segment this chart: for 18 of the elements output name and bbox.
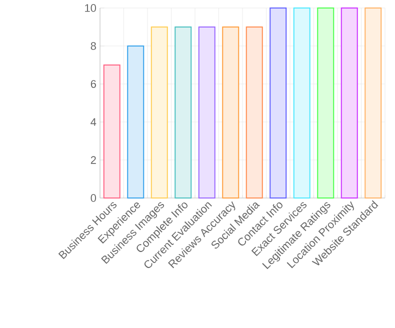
bar [317, 7, 334, 198]
y-tick-label: 2 [90, 156, 96, 164]
bar [246, 26, 263, 198]
bar [270, 7, 287, 198]
y-tick-label: 6 [90, 80, 96, 88]
bar [150, 26, 168, 198]
bar [222, 26, 240, 198]
bar [293, 7, 310, 198]
bar [127, 45, 144, 198]
bar [103, 64, 120, 198]
bar [198, 26, 216, 198]
y-tick-label: 10 [85, 4, 96, 12]
bar [340, 7, 358, 198]
bar [364, 7, 382, 198]
y-tick-label: 0 [90, 194, 96, 202]
bar [174, 26, 192, 198]
y-tick-label: 4 [90, 118, 96, 126]
y-tick-label: 8 [90, 42, 96, 50]
